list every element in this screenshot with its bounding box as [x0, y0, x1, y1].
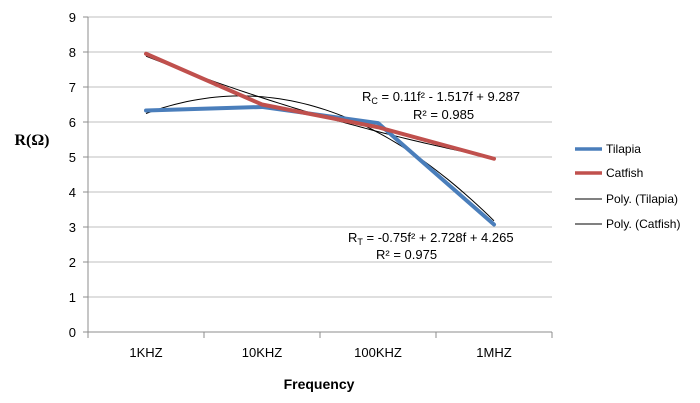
x-axis-label: Frequency: [284, 376, 355, 392]
trendline-tilapia: [145, 95, 495, 222]
axes: [83, 16, 553, 338]
data-series: [144, 51, 496, 227]
y-tick-label: 7: [69, 80, 76, 95]
y-tick-label: 9: [69, 10, 76, 25]
y-tick-label: 3: [69, 220, 76, 235]
x-tick-labels: 1KHZ 10KHZ 100KHZ 1MHZ: [129, 345, 511, 360]
y-tick-label: 2: [69, 255, 76, 270]
tilapia-r-squared: R² = 0.975: [376, 247, 437, 262]
catfish-eq-lead: R: [362, 89, 371, 104]
legend-label: Tilapia: [606, 142, 641, 156]
legend-label: Poly. (Tilapia): [606, 192, 678, 206]
y-tick-label: 6: [69, 115, 76, 130]
x-tick-label: 1KHZ: [129, 345, 162, 360]
grid-lines: [88, 16, 552, 298]
y-tick-label: 5: [69, 150, 76, 165]
x-tick-label: 10KHZ: [242, 345, 283, 360]
catfish-equation: RC = 0.11f² - 1.517f + 9.287: [362, 89, 520, 106]
catfish-r-squared: R² = 0.985: [413, 107, 474, 122]
x-tick-label: 1MHZ: [476, 345, 511, 360]
y-tick-label: 1: [69, 290, 76, 305]
x-tick-label: 100KHZ: [354, 345, 402, 360]
tilapia-equation: RT = -0.75f² + 2.728f + 4.265: [348, 230, 514, 247]
legend: Tilapia Catfish Poly. (Tilapia) Poly. (Catf…: [575, 142, 680, 231]
y-axis-label: R(Ω): [14, 132, 49, 149]
y-tick-label: 0: [69, 325, 76, 340]
legend-label: Poly. (Catfish): [606, 217, 680, 231]
y-tick-labels: 0 1 2 3 4 5 6 7 8 9: [69, 10, 76, 340]
y-tick-label: 4: [69, 185, 76, 200]
y-tick-label: 8: [69, 45, 76, 60]
legend-label: Catfish: [606, 166, 643, 180]
tilapia-eq-rest: = -0.75f² + 2.728f + 4.265: [363, 230, 514, 245]
trendlines: [145, 55, 495, 222]
series-line-catfish: [144, 51, 496, 161]
catfish-eq-rest: = 0.11f² - 1.517f + 9.287: [378, 89, 520, 104]
catfish-eq-subscript: C: [371, 96, 378, 106]
tilapia-eq-subscript: T: [357, 237, 363, 247]
tilapia-eq-lead: R: [348, 230, 357, 245]
series-line-tilapia: [144, 104, 496, 227]
